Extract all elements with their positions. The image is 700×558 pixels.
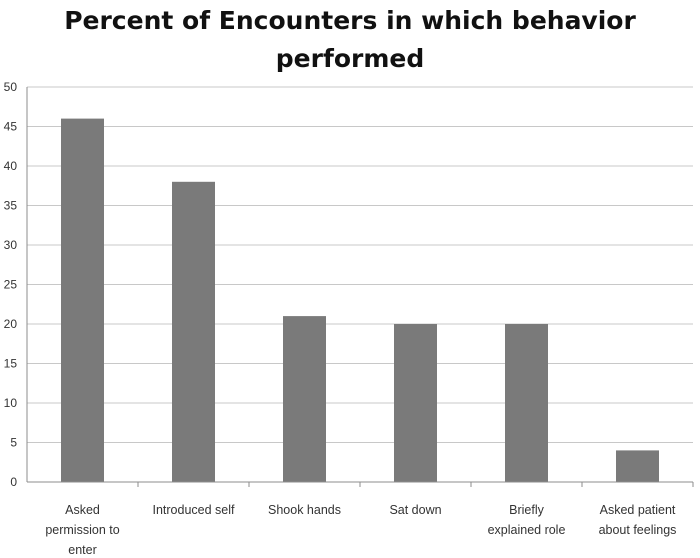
y-tick-label: 0 [10, 475, 17, 489]
x-tick-label-line: enter [68, 543, 97, 557]
x-axis: Asked permission to enter Introduced self Sh… [27, 481, 694, 557]
y-tick-label: 45 [4, 120, 18, 134]
chart-title-line-2: performed [275, 44, 425, 73]
bar [283, 316, 326, 482]
x-tick-label-line: Introduced self [153, 503, 236, 517]
y-axis: 0 5 10 15 20 25 30 35 40 45 50 [4, 80, 28, 489]
x-tick-label-line: permission to [45, 523, 119, 537]
chart-title-line-1: Percent of Encounters in which behavior [64, 6, 636, 35]
x-tick-label: Asked patient about feelings [599, 503, 677, 537]
x-tick-label-line: Asked [65, 503, 100, 517]
x-tick-label-line: about feelings [599, 523, 677, 537]
x-tick-label: Briefly explained role [488, 503, 566, 537]
x-tick-label: Shook hands [268, 503, 341, 517]
bar [61, 118, 104, 482]
x-tick-label-line: Shook hands [268, 503, 341, 517]
x-tick-label: Asked permission to enter [45, 503, 119, 557]
y-tick-label: 15 [4, 357, 18, 371]
y-tick-label: 40 [4, 159, 18, 173]
x-tick-label-line: Sat down [389, 503, 441, 517]
gridlines [27, 86, 693, 443]
y-tick-label: 5 [10, 436, 17, 450]
x-tick-label: Introduced self [153, 503, 236, 517]
bar [616, 450, 659, 482]
bar [505, 324, 548, 482]
y-tick-label: 30 [4, 238, 18, 252]
bar [394, 324, 437, 482]
x-tick-label: Sat down [389, 503, 441, 517]
y-tick-label: 50 [4, 80, 18, 94]
bar [172, 181, 215, 483]
y-tick-label: 35 [4, 199, 18, 213]
x-tick-label-line: Briefly [509, 503, 544, 517]
x-tick-label-line: Asked patient [600, 503, 676, 517]
x-tick-label-line: explained role [488, 523, 566, 537]
chart-title: Percent of Encounters in which behavior … [0, 2, 700, 78]
y-tick-label: 10 [4, 396, 18, 410]
bars [61, 118, 659, 483]
y-tick-label: 20 [4, 317, 18, 331]
y-tick-label: 25 [4, 278, 18, 292]
